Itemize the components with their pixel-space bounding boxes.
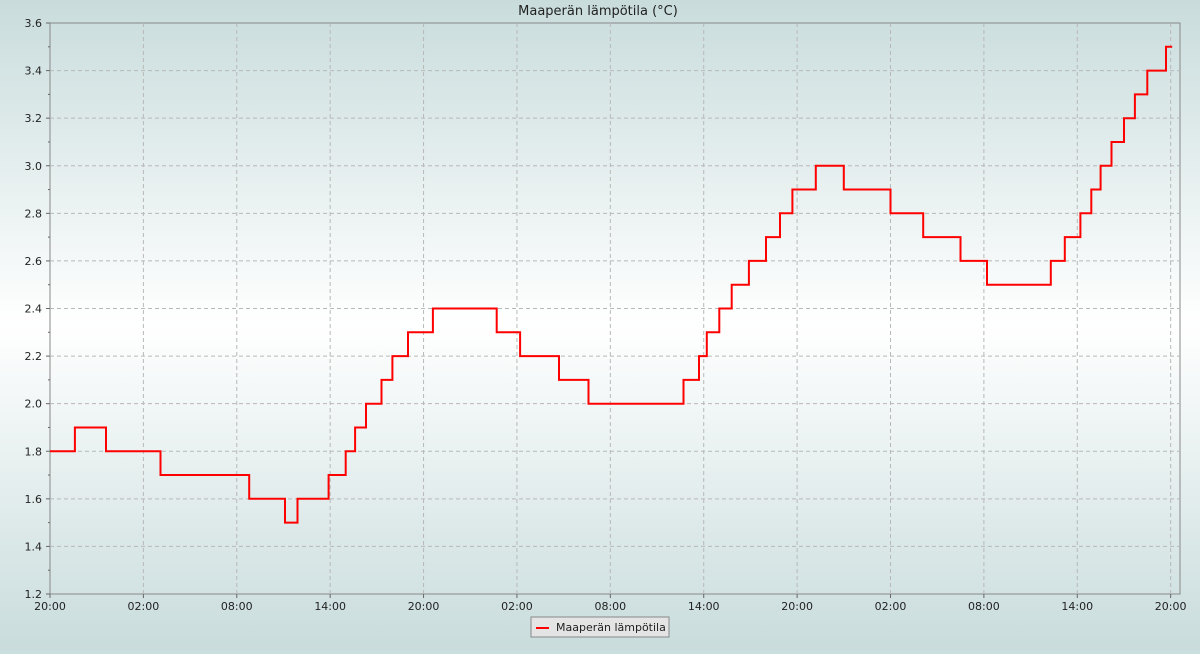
legend: Maaperän lämpötila (530, 616, 670, 638)
y-tick-label: 1.6 (25, 493, 43, 506)
y-tick-label: 1.8 (25, 445, 43, 458)
chart-title: Maaperän lämpötila (°C) (518, 4, 678, 19)
x-tick-label: 08:00 (594, 600, 626, 613)
axis-layer: 1.2 1.4 1.6 1.8 2.0 2.2 2.4 2.6 2.8 3.0 3.2 3.4 3.6 2… (25, 17, 1187, 613)
x-tick-label: 02:00 (501, 600, 533, 613)
y-tick-label: 1.2 (25, 588, 43, 601)
x-tick-label: 14:00 (1061, 600, 1093, 613)
y-tick-label: 2.4 (25, 303, 43, 316)
legend-label: Maaperän lämpötila (556, 621, 666, 634)
x-tick-label: 08:00 (221, 600, 253, 613)
series-layer (50, 45, 1173, 524)
y-tick-label: 2.6 (25, 255, 43, 268)
y-tick-label: 2.2 (25, 350, 43, 363)
y-tick-label: 1.4 (25, 540, 43, 553)
y-tick-label: 3.2 (25, 112, 43, 125)
x-tick-label: 20:00 (408, 600, 440, 613)
y-tick-label: 3.6 (25, 17, 43, 30)
y-tick-label: 2.0 (25, 398, 43, 411)
x-tick-label: 08:00 (968, 600, 1000, 613)
x-tick-label: 20:00 (34, 600, 66, 613)
grid-layer (50, 23, 1180, 594)
x-tick-label: 20:00 (1155, 600, 1187, 613)
x-tick-label: 02:00 (875, 600, 907, 613)
legend-box (530, 616, 670, 638)
x-tick-label: 14:00 (314, 600, 346, 613)
x-tick-label: 14:00 (688, 600, 720, 613)
y-tick-label: 3.4 (25, 65, 43, 78)
series-line (50, 45, 1173, 524)
x-tick-label: 20:00 (781, 600, 813, 613)
x-tick-label: 02:00 (128, 600, 160, 613)
y-tick-label: 3.0 (25, 160, 43, 173)
y-tick-label: 2.8 (25, 207, 43, 220)
